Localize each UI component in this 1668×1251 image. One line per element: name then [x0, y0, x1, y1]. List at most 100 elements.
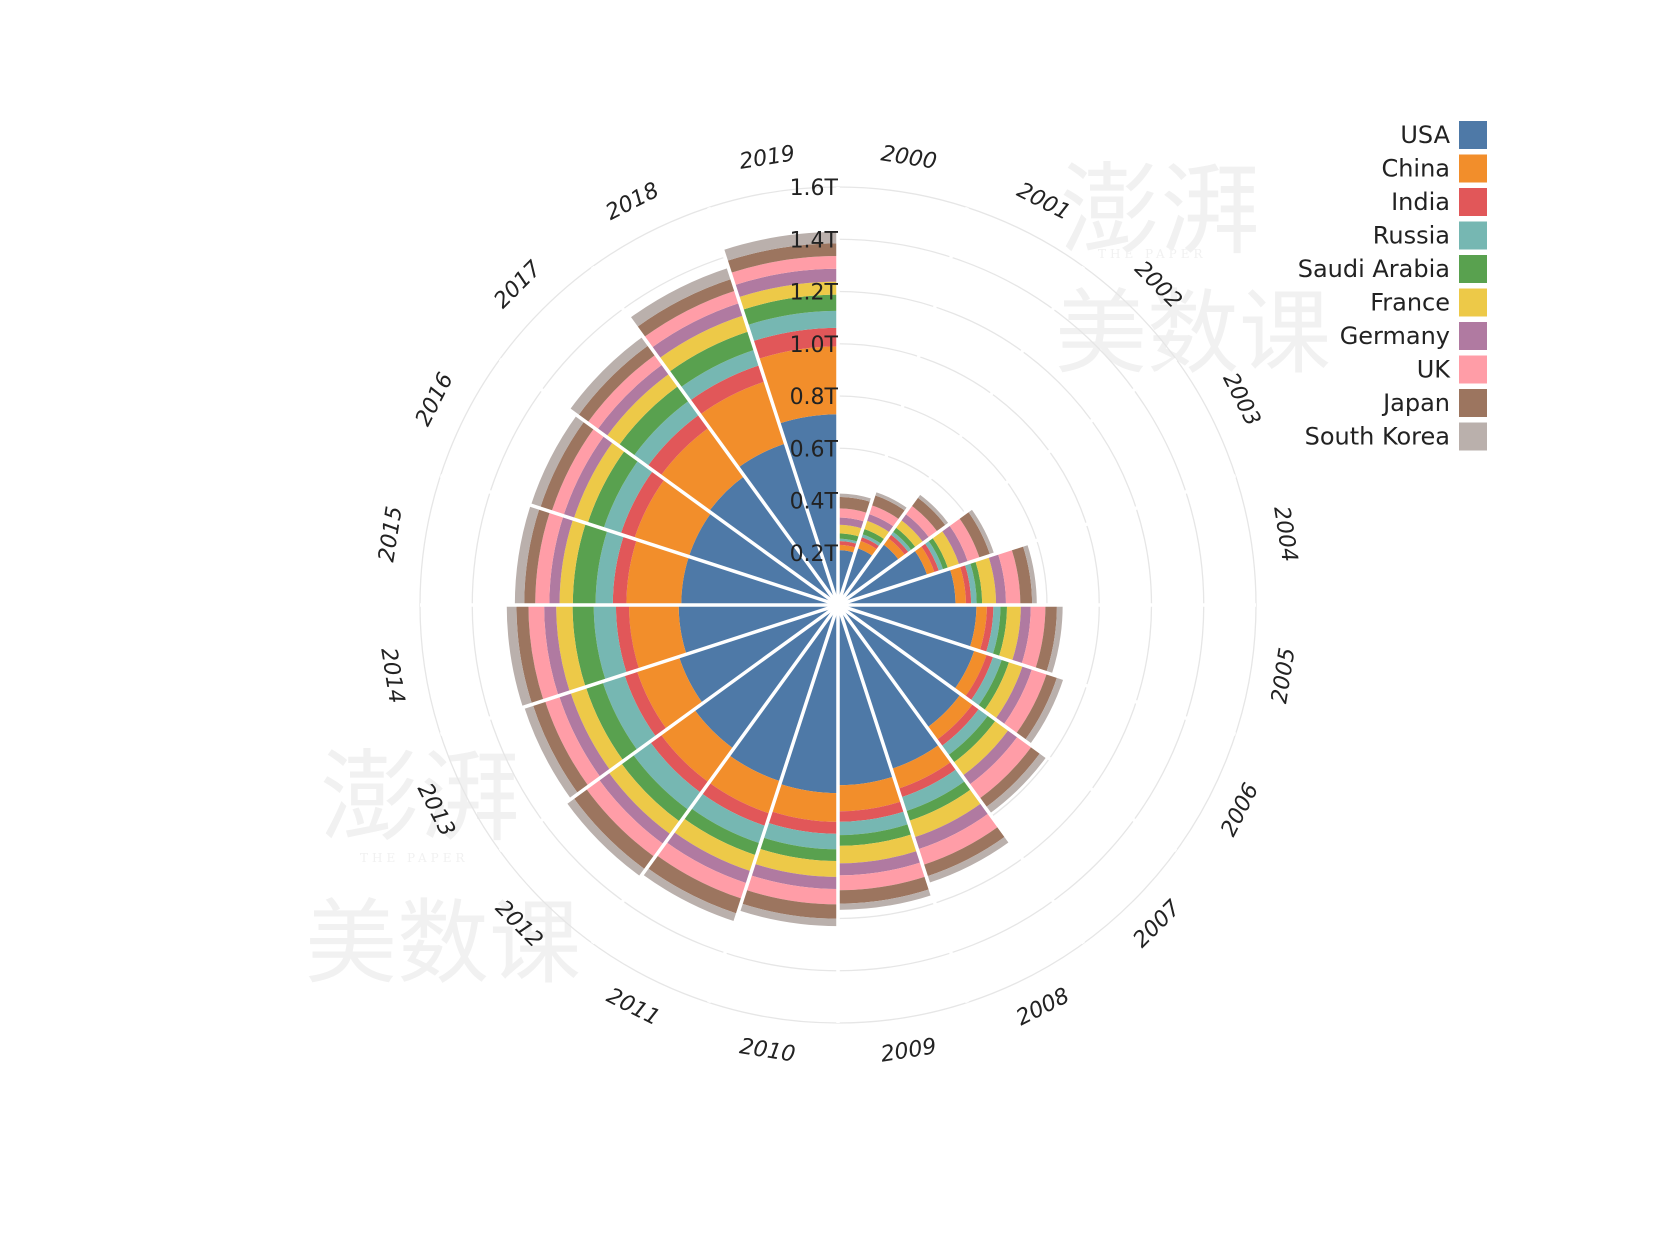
bar-segment — [985, 752, 1047, 814]
bar-segment — [838, 888, 933, 910]
bar-segment — [897, 761, 958, 798]
bar-segment — [752, 327, 838, 360]
y-tick-labels: 0.2T 0.4T 0.6T 0.8T 1.0T 1.2T 1.4T 1.6T — [790, 176, 839, 567]
bar-separator — [498, 357, 840, 607]
bar-segment — [678, 605, 838, 704]
bar-separator — [837, 603, 1237, 736]
legend-label: Germany — [1340, 322, 1450, 350]
bar-segment — [585, 681, 638, 761]
bar-segment — [734, 268, 838, 298]
bar-segment — [683, 807, 761, 856]
year-label: 2000 — [879, 141, 938, 174]
bar-segment — [969, 560, 983, 605]
bar-segment — [556, 605, 586, 693]
bar-segment — [673, 818, 757, 872]
bar-segment — [535, 511, 564, 605]
y-tick-label: 1.0T — [790, 333, 839, 358]
y-tick-label: 1.4T — [790, 228, 839, 253]
bar-segment — [900, 768, 966, 812]
bar-segment — [618, 385, 690, 457]
bar-segment — [931, 529, 960, 570]
legend-swatch — [1459, 121, 1487, 149]
bar-segment — [948, 517, 980, 563]
bar-segment — [904, 505, 938, 539]
bar-segment — [767, 811, 838, 834]
bar-segment — [563, 435, 614, 520]
bar-segment — [838, 811, 910, 836]
bar-segment — [954, 649, 988, 698]
bar-segment — [941, 524, 969, 566]
bar-segment — [926, 836, 1010, 884]
bar-segment — [559, 518, 586, 605]
year-label: 2011 — [602, 983, 663, 1031]
legend-swatch — [1459, 422, 1487, 451]
bar-separator — [707, 206, 840, 606]
legend-swatch — [1459, 221, 1487, 250]
legend-label: France — [1370, 289, 1450, 317]
bar-segment — [656, 841, 748, 899]
bar-segment — [838, 540, 858, 548]
bar-segment — [856, 540, 878, 557]
bar-segment — [658, 315, 750, 373]
bar-segment — [975, 556, 997, 605]
bar-segment — [730, 255, 838, 286]
bar-segment — [585, 778, 665, 858]
bar-segment — [701, 782, 771, 827]
bar-segment — [838, 543, 900, 605]
bar-segment — [753, 848, 838, 877]
bar-segment — [603, 460, 654, 535]
bar-segment — [962, 729, 1019, 786]
year-label: 2007 — [1129, 896, 1186, 953]
bar-segment — [889, 530, 913, 554]
watermark-sub: THE PAPER — [1098, 247, 1207, 261]
bar-segment — [624, 670, 667, 738]
legend-label: India — [1391, 188, 1450, 216]
bar-segment — [977, 658, 1010, 711]
bar-segment — [516, 605, 544, 705]
year-label: 2008 — [1012, 983, 1073, 1031]
bar-segment — [891, 526, 917, 552]
bar-segment — [626, 539, 689, 605]
bar-segment — [608, 762, 681, 835]
bar-segment — [997, 548, 1021, 605]
bar-segment — [838, 533, 861, 542]
year-label: 2016 — [411, 369, 459, 430]
bar-separator — [836, 604, 969, 1004]
bar-segment — [636, 656, 703, 730]
bar-segment — [900, 513, 930, 543]
watermark: 澎湃 THE PAPER 美数课 澎湃 THE PAPER 美数课 — [305, 152, 1331, 997]
bar-segment — [770, 783, 838, 822]
bar-segment — [952, 719, 1009, 776]
bar-segment — [858, 536, 881, 551]
bar-segment — [838, 801, 906, 822]
legend-label: Japan — [1381, 389, 1450, 417]
bar-segment — [958, 510, 991, 559]
bar-segment — [620, 470, 665, 539]
bar-segment — [726, 243, 838, 274]
year-label: 2009 — [879, 1034, 938, 1067]
bar-segment — [995, 665, 1033, 726]
bar-segment — [549, 515, 574, 605]
bar-segment — [838, 517, 866, 529]
bar-segment — [916, 493, 950, 527]
bar-segment — [660, 709, 734, 783]
bar-segment — [598, 771, 672, 845]
bar-segment — [927, 694, 974, 741]
bar-segment — [573, 788, 655, 870]
bar-segment — [597, 364, 670, 437]
year-label: 2017 — [489, 256, 546, 313]
bar-segment — [920, 542, 940, 574]
bar-segment — [838, 850, 922, 876]
bar-segment — [985, 605, 1001, 656]
bar-separator — [590, 603, 840, 945]
bar-segment — [615, 605, 640, 674]
year-label: 2010 — [738, 1034, 797, 1067]
bar-segment — [838, 605, 940, 769]
bar-segment — [838, 538, 859, 545]
bar-segment — [587, 354, 663, 430]
bar-segment — [647, 414, 710, 477]
bar-segment — [838, 549, 928, 605]
bar-segment — [838, 508, 868, 522]
bar-segment — [632, 741, 702, 811]
bar-segment — [758, 346, 838, 424]
